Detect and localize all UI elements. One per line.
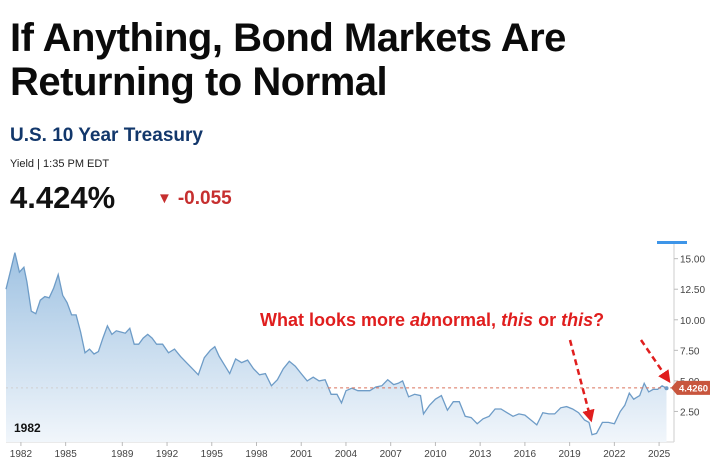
x-tick-label: 2016 [514, 449, 537, 460]
annotation-arrow-right [639, 339, 671, 384]
x-tick-label: 2022 [603, 449, 626, 460]
annotation-text: What looks more abnormal, this or this? [260, 310, 604, 330]
x-tick-label: 2001 [290, 449, 313, 460]
x-tick-label: 2004 [335, 449, 358, 460]
annotation-part-1: What looks more [260, 310, 410, 330]
annotation-arrow-left [568, 339, 595, 423]
x-tick-label: 1995 [201, 449, 224, 460]
area-layer [5, 252, 667, 442]
x-tick-label: 1998 [245, 449, 268, 460]
x-tick-label: 1982 [10, 449, 33, 460]
price-tag-layer: 4.4260 [664, 380, 710, 395]
y-tick-label: 12.50 [680, 285, 705, 296]
last-point [664, 386, 669, 391]
headline: If Anything, Bond Markets Are Returning … [10, 16, 566, 104]
x-tick-label: 2013 [469, 449, 492, 460]
x-tick-label: 1985 [55, 449, 78, 460]
series-area [6, 252, 667, 442]
quote-name-link[interactable]: U.S. 10 Year Treasury [10, 125, 203, 146]
down-triangle-icon: ▼ [157, 190, 172, 207]
last-value-tag [671, 380, 710, 395]
quote-price: 4.424% [10, 180, 116, 215]
quote-change: ▼ -0.055 [157, 188, 232, 210]
x-tick-label: 2025 [648, 449, 671, 460]
chart-range-tab[interactable] [657, 241, 687, 244]
x-tick-label: 2007 [380, 449, 403, 460]
x-tick-label: 2019 [559, 449, 582, 460]
x-tick-label: 1992 [156, 449, 179, 460]
quote-meta: Yield | 1:35 PM EDT [10, 158, 110, 170]
annotation-part-2: normal, [431, 310, 501, 330]
y-tick-label: 15.00 [680, 255, 705, 266]
annotation-part-this-2: this [561, 310, 593, 330]
period-label: 1982 [14, 421, 41, 435]
annotation-part-this-1: this [501, 310, 533, 330]
x-tick-label: 1989 [111, 449, 134, 460]
y-tick-label: 10.00 [680, 316, 705, 327]
x-axis: 1982 1985 1989 1992 1995 1998 2001 2004 2007 2010… [10, 442, 671, 460]
x-tick-label: 2010 [424, 449, 447, 460]
y-tick-label: 2.50 [680, 407, 700, 418]
y-tick-label: 7.50 [680, 346, 700, 357]
annotation-part-ab: ab [410, 310, 431, 330]
last-value-label: 4.4260 [679, 383, 708, 394]
annotation-part-3: or [533, 310, 561, 330]
quote-change-value: -0.055 [177, 188, 232, 209]
series-line [5, 252, 667, 436]
annotation-part-4: ? [593, 310, 604, 330]
